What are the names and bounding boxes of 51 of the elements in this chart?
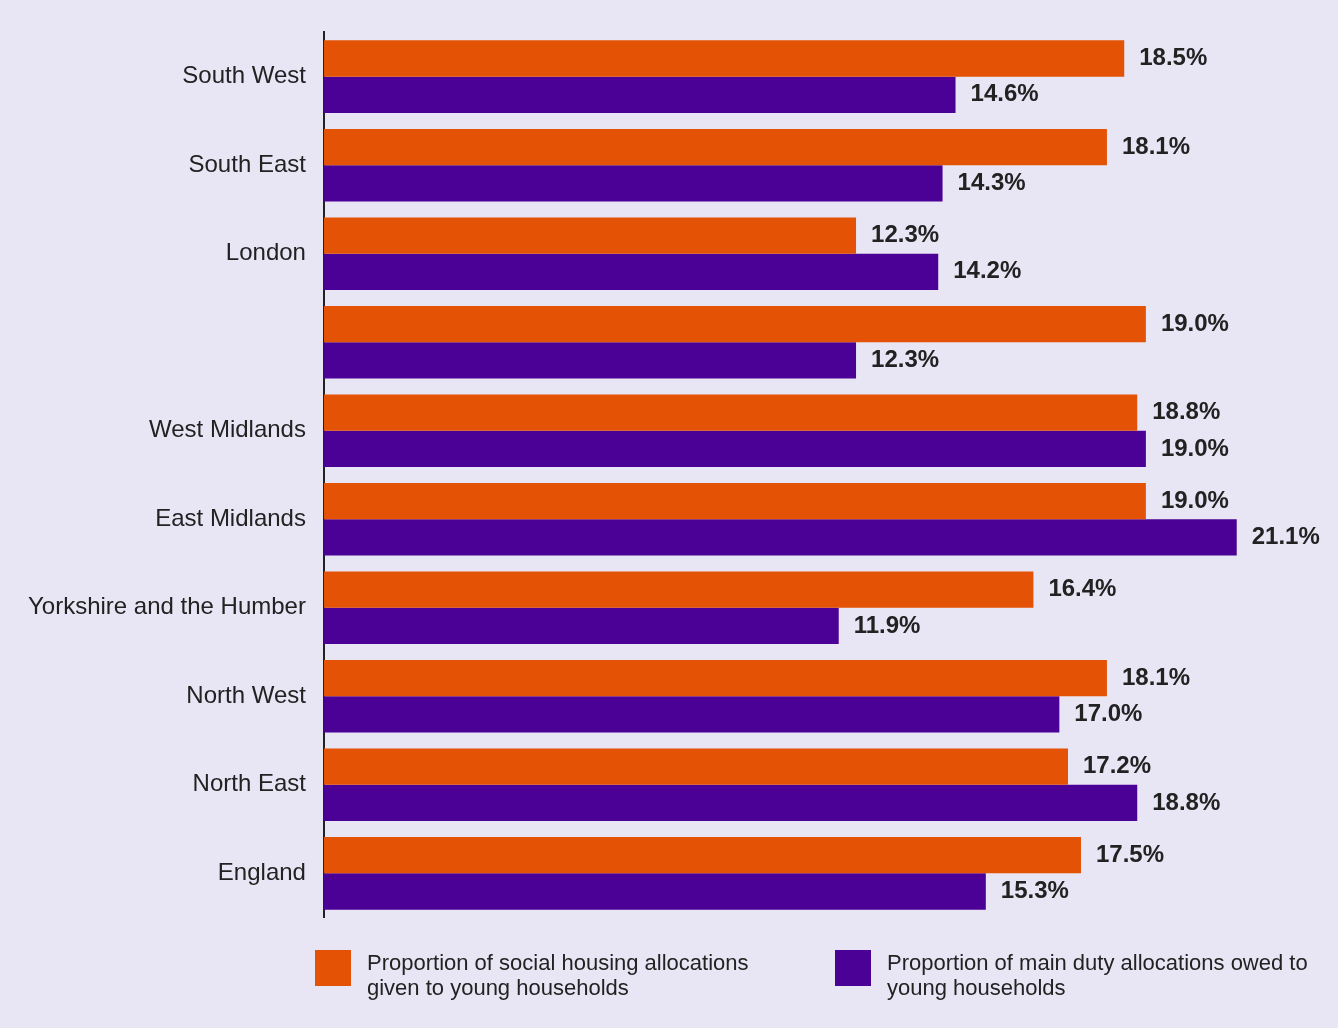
data-label: 17.5% [1095, 839, 1165, 867]
data-label: 19.0% [1160, 433, 1229, 461]
y-tick-label: North West [186, 680, 307, 708]
y-tick-label: Yorkshire and the Humber [28, 592, 306, 620]
bar [323, 128, 1107, 166]
bar [323, 253, 939, 290]
data-label: 14.2% [953, 256, 1022, 284]
bar [323, 784, 1138, 822]
data-label: 17.0% [1074, 699, 1143, 727]
data-label: 18.1% [1121, 662, 1190, 690]
y-tick-label: South East [188, 149, 307, 177]
bar [323, 837, 1081, 874]
data-label: 18.8% [1152, 787, 1221, 815]
bar [323, 660, 1107, 697]
y-tick-label: England [217, 857, 306, 885]
data-label: 12.3% [871, 220, 940, 248]
bar [323, 165, 943, 202]
bar [323, 873, 986, 910]
data-label: 21.1% [1251, 522, 1320, 550]
bar [323, 394, 1138, 431]
bar [323, 748, 1069, 785]
bar [323, 305, 1146, 343]
data-label: 19.0% [1160, 308, 1229, 336]
bar [323, 342, 857, 379]
data-label: 18.8% [1152, 397, 1221, 425]
data-label: 14.6% [970, 79, 1039, 107]
bar [323, 40, 1125, 77]
bar [323, 76, 956, 113]
legend-label: Proportion of social housing allocations given to young households [367, 950, 750, 1000]
data-label: 19.0% [1160, 485, 1229, 513]
data-label: 18.1% [1121, 131, 1190, 159]
bar [323, 519, 1237, 556]
data-label: 17.2% [1083, 751, 1152, 779]
data-label: 12.3% [871, 344, 940, 372]
bar [323, 607, 839, 645]
bar [323, 430, 1146, 468]
bar [323, 696, 1060, 733]
data-label: 15.3% [1000, 876, 1069, 904]
data-label: 18.5% [1139, 43, 1208, 71]
y-tick-label: North East [192, 769, 307, 797]
bar [323, 571, 1034, 608]
legend-label: Proportion of main duty allocations owed to young households [887, 950, 1309, 1000]
data-label: 11.9% [853, 610, 921, 638]
data-label: 14.3% [957, 167, 1026, 195]
data-label: 16.4% [1048, 574, 1117, 602]
bar [323, 217, 857, 254]
bar [323, 482, 1146, 520]
y-tick-label: West Midlands [148, 415, 306, 443]
y-tick-label: London [225, 238, 306, 266]
y-tick-label: South West [182, 61, 307, 89]
y-tick-label: East Midlands [155, 503, 306, 531]
